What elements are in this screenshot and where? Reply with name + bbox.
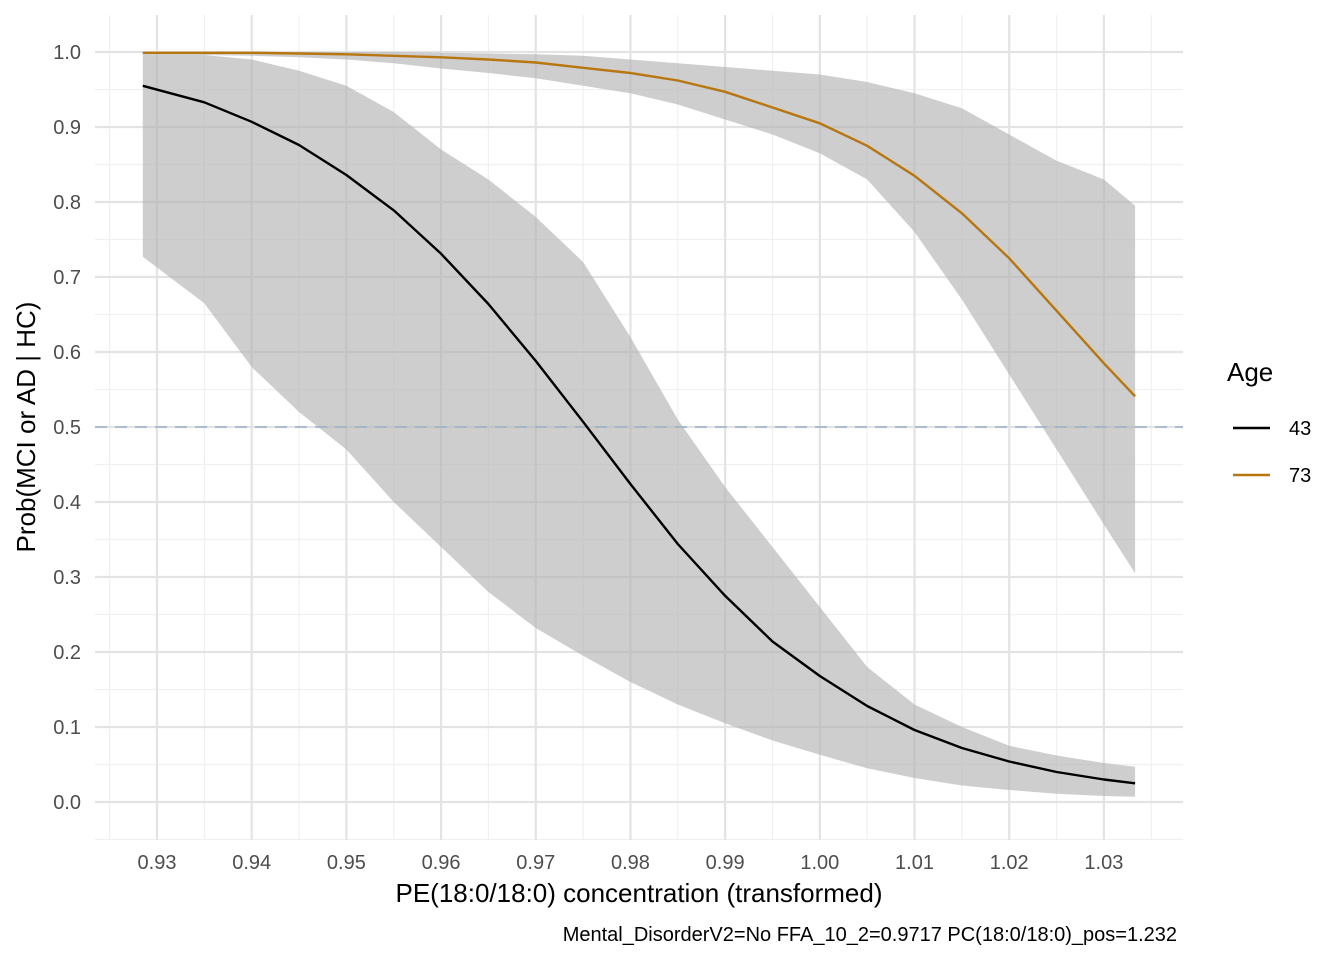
x-tick-label: 0.97 — [516, 852, 555, 874]
series-line-73 — [142, 51, 1136, 398]
y-tick-label: 0.8 — [53, 192, 81, 214]
legend-title: Age — [1227, 357, 1273, 387]
x-tick-label: 0.95 — [327, 852, 366, 874]
legend-label-73: 73 — [1289, 465, 1311, 487]
y-tick-label: 0.2 — [53, 642, 81, 664]
y-tick-label: 0.3 — [53, 567, 81, 589]
y-axis-title: Prob(MCI or AD | HC) — [11, 302, 41, 553]
caption: Mental_DisorderV2=No FFA_10_2=0.9717 PC(… — [563, 924, 1177, 946]
legend-label-43: 43 — [1289, 418, 1311, 440]
confidence-band-43 — [142, 54, 1136, 797]
x-tick-label: 0.99 — [706, 852, 745, 874]
y-tick-label: 0.5 — [53, 417, 81, 439]
y-tick-label: 0.7 — [53, 267, 81, 289]
tick-labels: 0.93 0.94 0.95 0.96 0.97 0.98 0.99 1.00 1.01 1.02… — [53, 42, 1123, 874]
y-tick-label: 0.1 — [53, 717, 81, 739]
x-tick-label: 1.01 — [895, 852, 934, 874]
x-tick-label: 0.98 — [611, 852, 650, 874]
x-tick-label: 0.96 — [422, 852, 461, 874]
confidence-ribbons — [142, 52, 1136, 797]
legend: Age 43 73 — [1227, 357, 1311, 487]
x-tick-label: 1.03 — [1084, 852, 1123, 874]
x-axis-title: PE(18:0/18:0) concentration (transformed… — [395, 878, 882, 908]
y-tick-label: 0.4 — [53, 492, 81, 514]
confidence-band-73 — [142, 52, 1136, 574]
y-tick-label: 0.6 — [53, 342, 81, 364]
x-tick-label: 1.02 — [990, 852, 1029, 874]
x-tick-label: 0.93 — [138, 852, 177, 874]
legend-items: 43 73 — [1233, 418, 1311, 487]
y-tick-label: 0.0 — [53, 792, 81, 814]
x-tick-label: 1.00 — [800, 852, 839, 874]
x-tick-label: 0.94 — [232, 852, 271, 874]
y-tick-label: 1.0 — [53, 42, 81, 64]
series-line-43 — [142, 84, 1136, 785]
y-tick-label: 0.9 — [53, 117, 81, 139]
series-lines — [142, 51, 1136, 785]
